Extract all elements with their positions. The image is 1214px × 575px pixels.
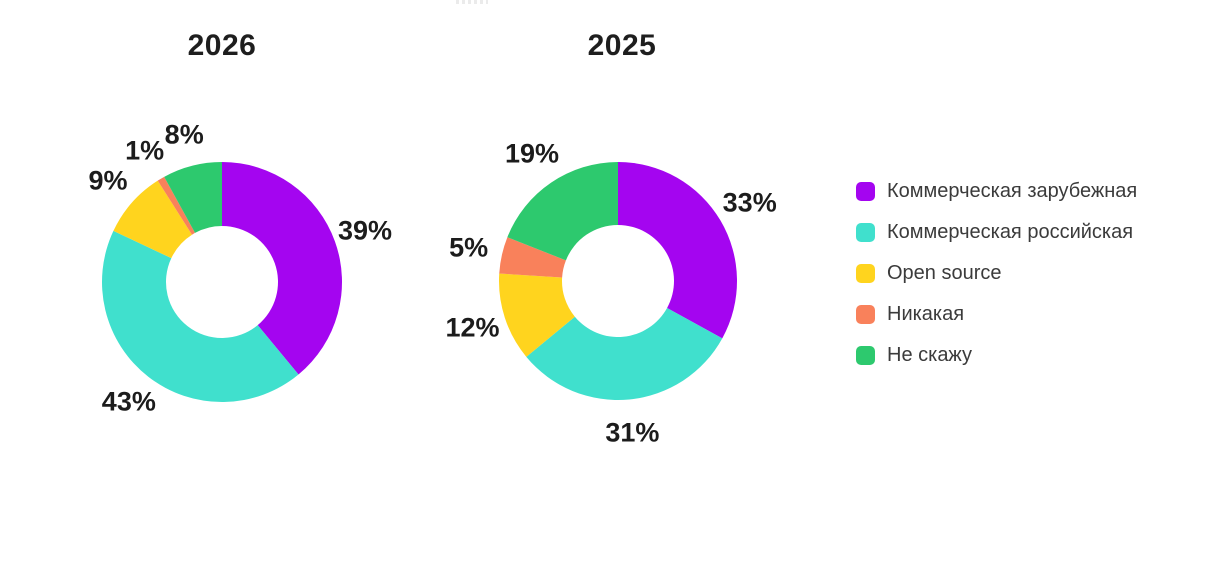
legend-item-2: Open source [856,261,1137,284]
pct-label-2025-Open source: 12% [445,312,500,343]
pct-label-2025-Коммерческая российская: 31% [605,417,660,448]
legend-item-3: Никакая [856,302,1137,325]
legend: Коммерческая зарубежная Коммерческая рос… [856,179,1138,386]
pct-label-2026-Никакая: 1% [125,135,165,166]
donut-2025-segment-1 [526,307,723,400]
legend-item-0: Коммерческая зарубежная [856,179,1138,202]
donut-2026-segment-0 [222,162,343,375]
donut-2026-segment-3 [157,176,196,235]
legend-swatch [856,222,875,242]
donut-2025-segment-4 [507,162,618,261]
legend-item-1: Коммерческая российская [856,220,1137,243]
legend-item-label: Коммерческая российская [887,220,1134,243]
pct-label-2026-Коммерческая зарубежная: 39% [337,215,393,245]
pct-label-2025-Никакая: 5% [449,232,489,263]
legend-swatch [856,345,875,365]
cropped-title-artifact [456,0,488,4]
donut-2025-segment-2 [499,273,575,357]
pct-label-2026-Open source: 9% [88,165,128,196]
donut-2026-segment-4 [164,162,222,233]
donut-2026-segment-2 [113,180,192,259]
legend-swatch [856,263,875,283]
pct-label-2026-Коммерческая российская: 43% [101,386,156,417]
donut-2025-segment-3 [499,237,566,278]
legend-swatch [856,304,875,324]
legend-item-label: Не скажу [887,343,973,366]
chart-title-2026: 2026 [187,29,257,62]
chart-title-2025: 2025 [587,29,657,62]
donut-2025-segment-0 [618,162,738,339]
legend-item-4: Не скажу [856,343,1137,366]
pct-label-2026-Не скажу: 8% [164,119,204,150]
donut-2026-segment-1 [102,230,299,402]
legend-item-label: Никакая [887,302,965,325]
pct-label-2025-Не скажу: 19% [504,138,560,169]
legend-item-label: Open source [887,261,1002,284]
pct-label-2025-Коммерческая зарубежная: 33% [722,187,777,218]
legend-item-label: Коммерческая зарубежная [887,179,1138,202]
legend-swatch [856,181,875,201]
